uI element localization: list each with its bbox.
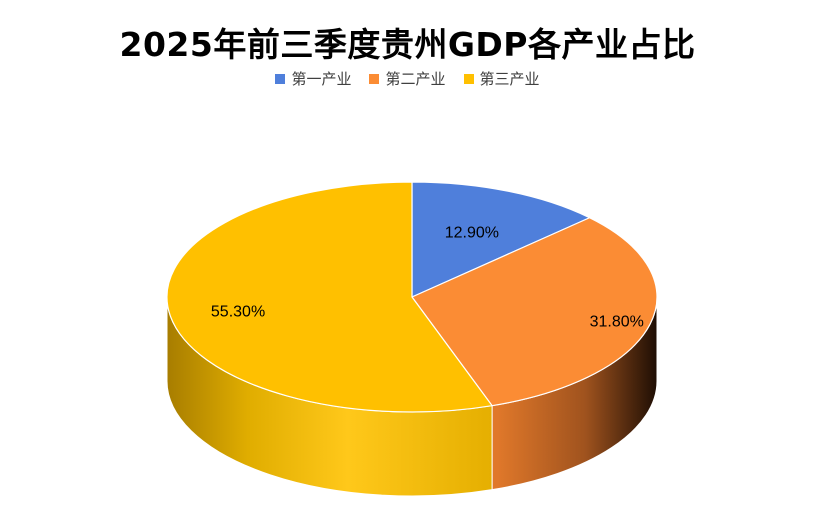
slice-primary-top	[411, 181, 591, 298]
chart-legend: 第一产业 第二产业 第三产业	[0, 68, 815, 89]
legend-item-primary: 第一产业	[275, 68, 351, 89]
chart-title: 2025年前三季度贵州GDP各产业占比	[119, 25, 696, 64]
legend-label-secondary: 第二产业	[385, 70, 446, 88]
slice-secondary-top	[411, 217, 658, 407]
legend-item-secondary: 第二产业	[369, 68, 446, 89]
slice-secondary-data-label: 31.80%	[590, 313, 644, 330]
pie-labels: 12.90% 31.80% 55.30%	[211, 224, 644, 330]
slice-primary-data-label: 12.90%	[445, 224, 499, 241]
slice-tertiary-top	[166, 181, 493, 413]
legend-item-tertiary: 第三产业	[463, 68, 540, 89]
legend-label-tertiary: 第三产业	[479, 70, 540, 88]
legend-label-primary: 第一产业	[291, 70, 352, 88]
pie-tops	[166, 181, 658, 413]
legend-swatch-primary	[275, 73, 286, 84]
legend-swatch-secondary	[369, 73, 380, 84]
slice-tertiary-data-label: 55.30%	[211, 304, 265, 321]
legend-swatch-tertiary	[463, 73, 474, 84]
